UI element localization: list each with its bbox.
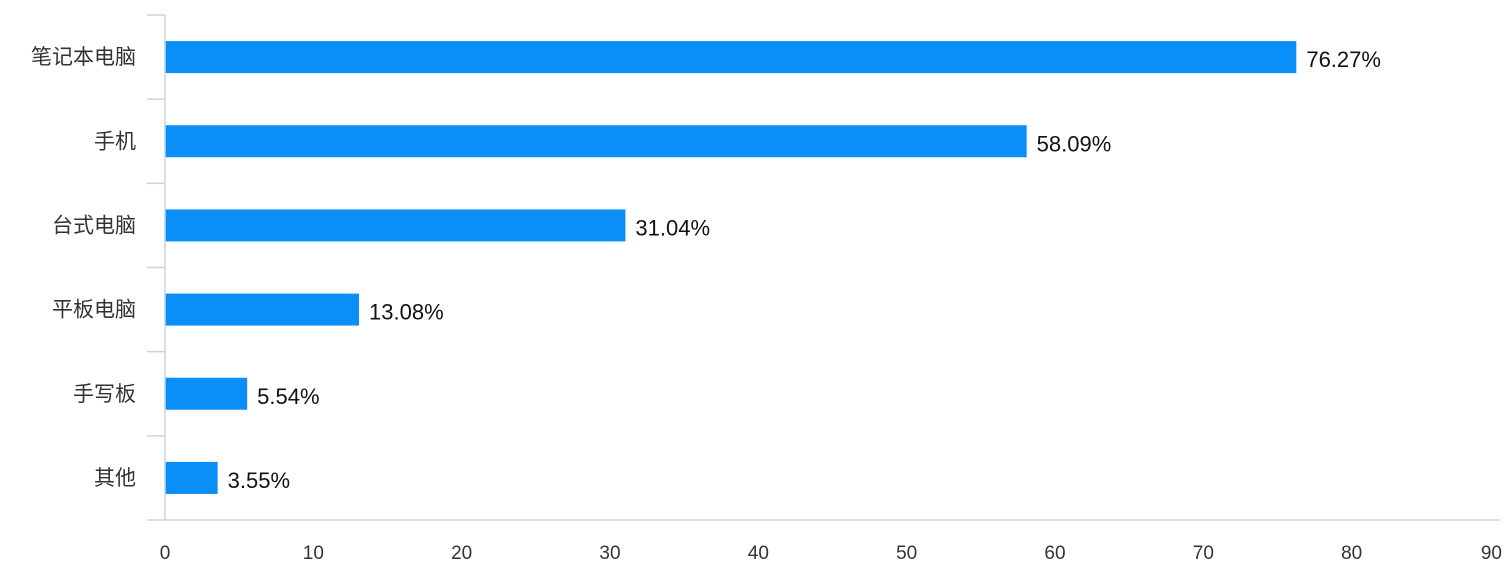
- category-label: 手写板: [73, 382, 136, 406]
- x-tick-label: 70: [1193, 543, 1214, 564]
- x-tick-label: 40: [748, 543, 769, 564]
- x-tick-label: 30: [599, 543, 620, 564]
- x-tick-label: 60: [1044, 543, 1065, 564]
- x-tick-label: 80: [1341, 543, 1362, 564]
- data-label: 58.09%: [1037, 131, 1112, 156]
- category-label: 笔记本电脑: [31, 45, 136, 69]
- data-label: 31.04%: [635, 215, 710, 240]
- bars-group: [165, 41, 1297, 494]
- category-label: 平板电脑: [52, 298, 136, 322]
- x-tick-label: 20: [451, 543, 472, 564]
- data-label: 3.55%: [228, 468, 290, 493]
- bar: [165, 461, 218, 494]
- category-label: 其他: [94, 466, 136, 490]
- data-label: 13.08%: [369, 300, 444, 325]
- category-label: 手机: [94, 129, 136, 153]
- x-tick-label: 50: [896, 543, 917, 564]
- x-tick-label: 90: [1481, 543, 1502, 564]
- bar: [165, 293, 360, 326]
- bar: [165, 377, 248, 410]
- bar: [165, 209, 626, 242]
- category-label: 台式电脑: [52, 213, 136, 237]
- x-tick-label: 0: [160, 543, 171, 564]
- data-label: 76.27%: [1306, 47, 1381, 72]
- data-labels-group: 76.27% 58.09% 31.04% 13.08% 5.54% 3.55%: [228, 47, 1381, 493]
- data-label: 5.54%: [257, 384, 319, 409]
- bar: [165, 41, 1297, 74]
- x-tick-label: 10: [303, 543, 324, 564]
- x-ticks-group: 0 10 20 30 40 50 60 70 80 90: [160, 543, 1502, 564]
- axes-group: [147, 14, 1500, 521]
- bar: [165, 125, 1027, 158]
